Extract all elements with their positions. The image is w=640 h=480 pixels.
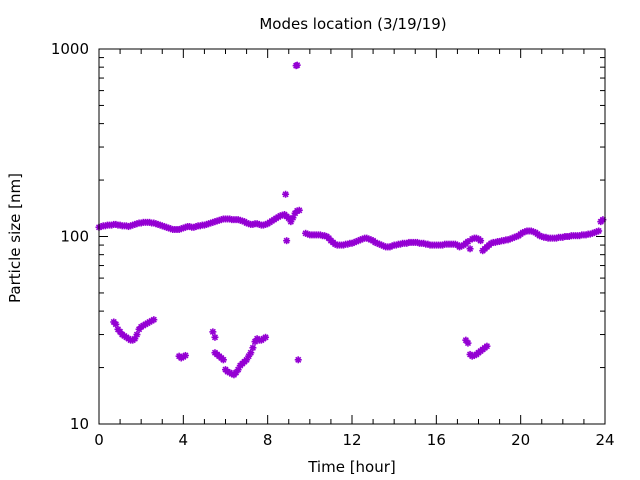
data-point	[249, 344, 257, 352]
y-tick-label: 100	[60, 228, 89, 246]
x-tick-label: 12	[342, 431, 361, 449]
y-axis-label: Particle size [nm]	[6, 173, 24, 303]
x-tick-label: 8	[263, 431, 273, 449]
data-point	[483, 342, 491, 350]
data-point	[466, 245, 474, 253]
axis-ticks: 0 4 8 12 16 20 24 10 100 1000	[51, 40, 615, 449]
data-point	[219, 356, 227, 364]
x-tick-label: 0	[94, 431, 104, 449]
x-tick-label: 16	[427, 431, 446, 449]
data-point	[477, 237, 485, 245]
data-point	[283, 237, 291, 245]
data-point	[209, 328, 217, 336]
data-point	[595, 227, 603, 235]
x-tick-label: 24	[595, 431, 614, 449]
data-point	[295, 206, 303, 214]
data-point	[211, 333, 219, 341]
plot-frame	[98, 48, 606, 425]
data-point	[181, 351, 189, 359]
data-point	[282, 190, 290, 198]
y-tick-label: 10	[70, 415, 89, 433]
y-tick-label: 1000	[51, 40, 89, 58]
x-tick-label: 20	[511, 431, 530, 449]
data-point	[464, 339, 472, 347]
data-points	[95, 61, 607, 379]
data-point	[262, 333, 270, 341]
chart-title: Modes location (3/19/19)	[259, 15, 446, 33]
x-axis-label: Time [hour]	[307, 458, 396, 476]
data-point	[294, 356, 302, 364]
x-tick-label: 4	[179, 431, 189, 449]
data-point	[293, 61, 301, 69]
data-point	[133, 331, 141, 339]
data-point	[150, 316, 158, 324]
